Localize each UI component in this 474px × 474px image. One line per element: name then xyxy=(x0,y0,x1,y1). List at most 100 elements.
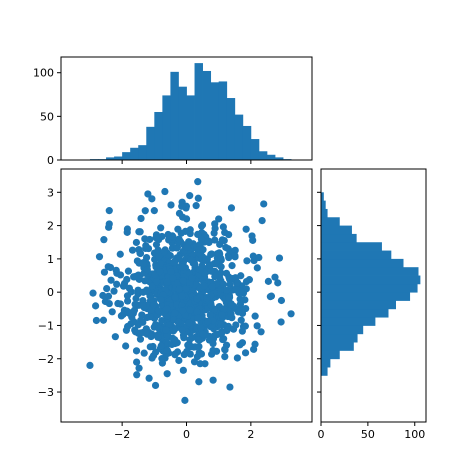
scatter-point xyxy=(122,326,130,334)
scatter-point xyxy=(89,289,97,297)
scatter-point xyxy=(236,300,245,308)
scatter-point xyxy=(217,263,225,271)
scatter-point xyxy=(228,262,236,270)
top-histogram-bar xyxy=(170,71,179,160)
top-histogram-y-tick-label: 100 xyxy=(33,67,54,80)
right-histogram-y-ticks xyxy=(317,191,321,393)
scatter-point xyxy=(223,286,231,294)
scatter-point xyxy=(146,235,154,244)
scatter-point xyxy=(183,243,191,252)
scatter-point xyxy=(139,259,147,267)
scatter-point xyxy=(192,202,200,210)
scatter-point xyxy=(163,305,171,313)
scatter-point xyxy=(194,194,202,202)
scatter-point xyxy=(173,279,182,287)
scatter-point xyxy=(221,345,229,353)
scatter-point xyxy=(193,308,201,316)
top-histogram-bar xyxy=(274,157,284,160)
scatter-point xyxy=(242,225,250,233)
scatter-point xyxy=(111,333,119,341)
scatter-point xyxy=(147,332,155,341)
scatter-point xyxy=(146,343,154,351)
scatter-point xyxy=(277,318,285,326)
scatter-point xyxy=(100,236,108,244)
x-tick-label: −2 xyxy=(114,428,130,441)
right-histogram-bar xyxy=(321,333,358,343)
scatter-point xyxy=(178,307,187,315)
scatter-point xyxy=(107,276,115,284)
scatter-point xyxy=(170,258,178,266)
scatter-point xyxy=(143,265,151,274)
scatter-point xyxy=(92,302,100,310)
right-histogram-bar xyxy=(321,208,328,218)
scatter-point xyxy=(275,254,284,262)
scatter-point xyxy=(194,230,202,239)
right-histogram-bar xyxy=(321,325,364,335)
scatter-point xyxy=(237,316,245,324)
scatter-point xyxy=(209,339,217,348)
top-histogram-bar xyxy=(154,111,163,160)
scatter-point xyxy=(187,256,195,264)
scatter-point xyxy=(196,266,204,274)
scatter-point xyxy=(175,209,184,217)
scatter-point xyxy=(202,255,210,263)
y-tick-label: 3 xyxy=(47,186,54,199)
right-histogram-bar xyxy=(321,317,376,326)
top-histogram-bar xyxy=(234,114,244,160)
scatter-point xyxy=(193,295,201,303)
scatter-axes: −2 0 2 −3 −2 −1 0 1 2 3 xyxy=(38,168,313,441)
scatter-point xyxy=(136,329,145,337)
right-histogram-bar xyxy=(321,258,404,268)
scatter-point xyxy=(125,309,133,317)
right-histogram-bar xyxy=(321,300,396,310)
scatter-point xyxy=(231,246,239,254)
scatter-point xyxy=(185,340,193,349)
scatter-point xyxy=(178,263,187,271)
scatter-point xyxy=(148,282,156,290)
scatter-point xyxy=(135,245,143,254)
scatter-point xyxy=(210,229,218,237)
scatter-point xyxy=(219,223,227,231)
scatter-point xyxy=(154,246,162,254)
scatter-point xyxy=(188,333,196,342)
scatter-point xyxy=(271,273,279,281)
scatter-point xyxy=(206,311,214,319)
right-histogram-bar xyxy=(321,200,326,210)
top-histogram-bar xyxy=(242,125,252,160)
scatter-point xyxy=(264,277,272,285)
scatter-point xyxy=(132,347,141,355)
top-histogram-bar xyxy=(146,126,155,160)
x-tick-label: 2 xyxy=(247,428,254,441)
scatter-point xyxy=(163,370,171,378)
top-histogram-bar xyxy=(138,145,147,160)
scatter-point xyxy=(186,192,194,200)
right-histogram-x-tick-label: 50 xyxy=(361,428,375,441)
scatter-point xyxy=(199,330,207,338)
scatter-point xyxy=(198,221,207,229)
scatter-point xyxy=(130,306,139,314)
scatter-point xyxy=(195,246,204,254)
scatter-point xyxy=(195,378,203,386)
top-histogram-x-ticks xyxy=(121,160,252,164)
scatter-point xyxy=(221,228,229,237)
scatter-point xyxy=(227,204,236,212)
scatter-point xyxy=(151,381,160,390)
scatter-point xyxy=(203,294,211,303)
scatter-point xyxy=(220,305,228,313)
scatter-point xyxy=(175,285,183,293)
scatter-point xyxy=(135,364,143,372)
scatter-point xyxy=(171,293,179,302)
scatter-point xyxy=(133,371,141,379)
scatter-point xyxy=(204,237,212,245)
scatter-point xyxy=(131,300,139,308)
scatter-point xyxy=(163,346,171,355)
scatter-point xyxy=(253,322,261,330)
scatter-point xyxy=(232,321,240,329)
scatter-point xyxy=(249,236,257,244)
scatter-point xyxy=(233,354,241,362)
scatter-point xyxy=(196,240,204,249)
scatter-point xyxy=(179,366,187,374)
top-histogram-bar xyxy=(122,152,131,160)
scatter-point xyxy=(185,238,193,246)
